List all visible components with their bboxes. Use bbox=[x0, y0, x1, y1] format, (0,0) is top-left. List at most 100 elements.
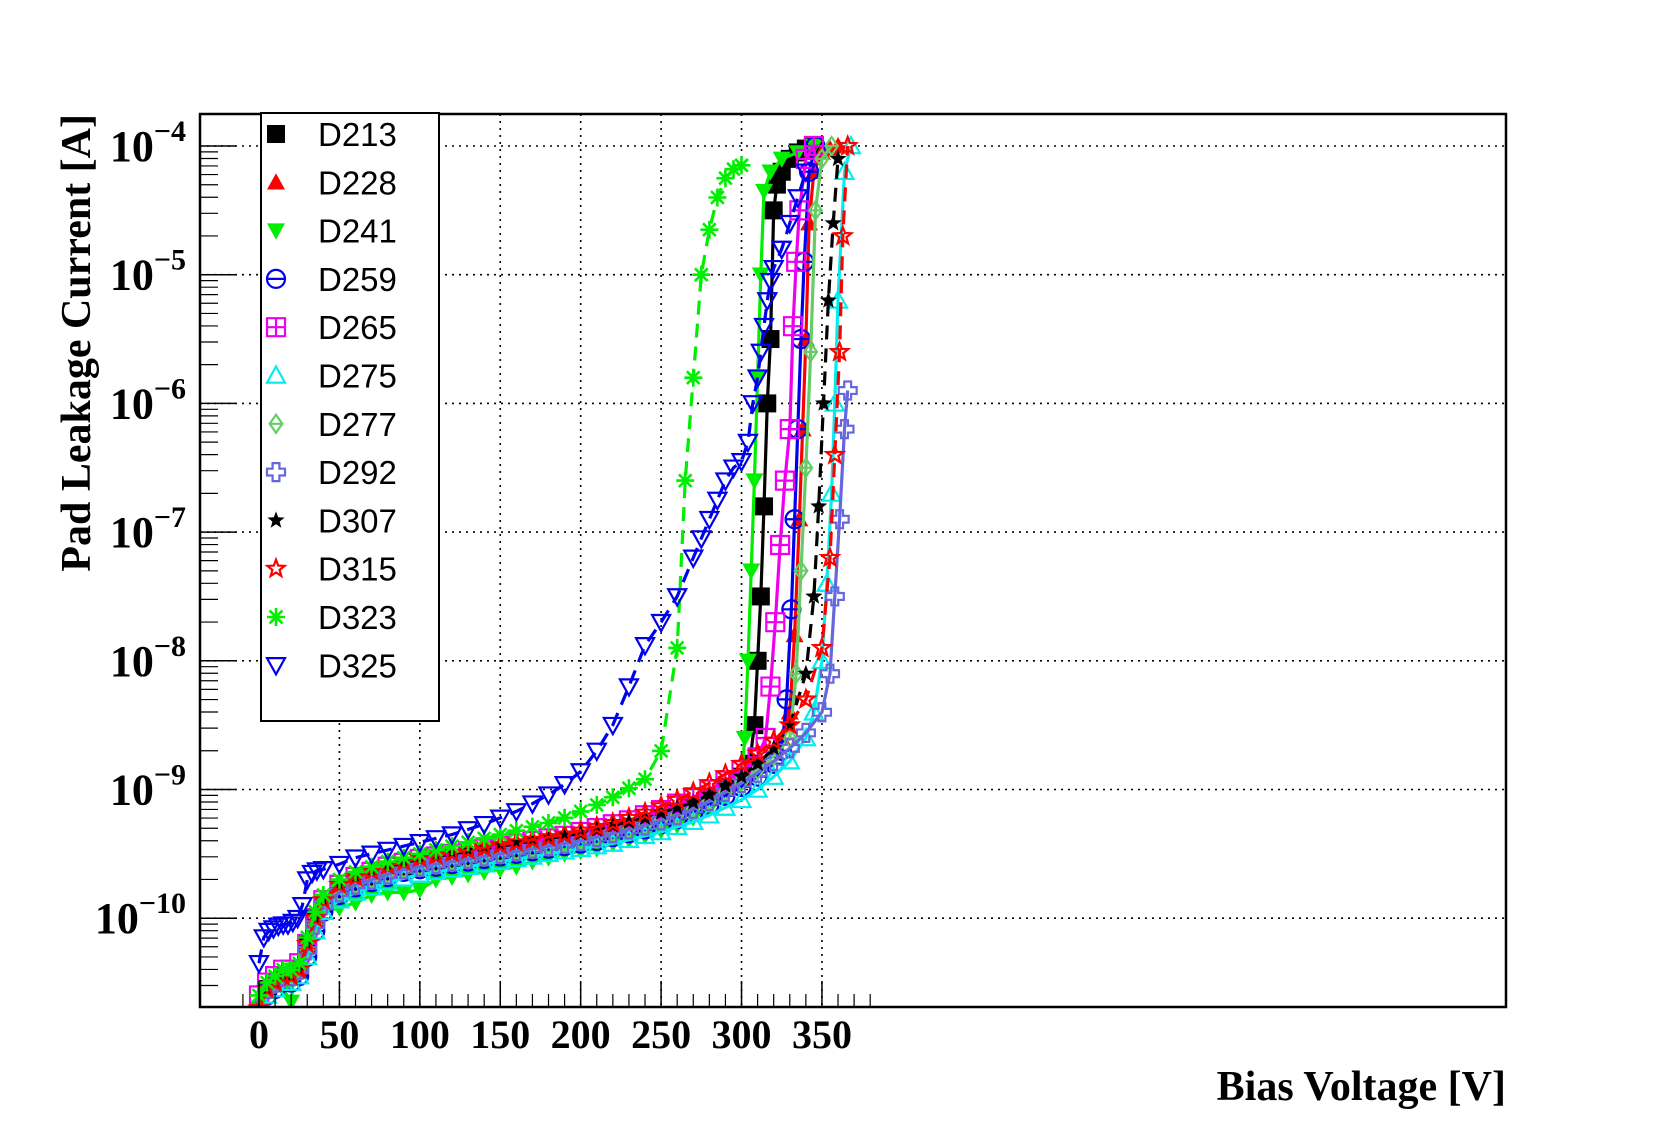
x-tick-label: 50 bbox=[319, 1012, 359, 1057]
data-point-D323 bbox=[491, 825, 510, 844]
data-point-D323 bbox=[603, 788, 622, 807]
data-point-D325 bbox=[682, 549, 705, 570]
data-point-D323 bbox=[523, 817, 542, 836]
data-point-D275 bbox=[746, 778, 769, 798]
data-point-D275 bbox=[820, 482, 843, 502]
data-point-D325 bbox=[344, 849, 367, 869]
data-point-D307 bbox=[700, 785, 718, 802]
x-tick-label: 300 bbox=[712, 1012, 772, 1057]
data-point-D325 bbox=[425, 830, 447, 850]
data-point-D325 bbox=[312, 860, 335, 881]
data-point-D241 bbox=[394, 885, 413, 902]
series-layer bbox=[247, 133, 862, 1007]
data-point-D323 bbox=[692, 265, 711, 284]
data-point-D307 bbox=[572, 824, 590, 841]
data-point-D323 bbox=[314, 886, 333, 904]
legend-label-D323: D323 bbox=[318, 599, 397, 636]
data-point-D241 bbox=[738, 653, 757, 670]
data-point-D275 bbox=[714, 796, 737, 816]
legend-marker-D265 bbox=[265, 317, 287, 338]
data-point-D325 bbox=[722, 459, 745, 480]
data-point-D241 bbox=[491, 862, 510, 879]
legend-marker-D259 bbox=[265, 268, 287, 289]
y-axis-title: Pad Leakage Current [A] bbox=[54, 114, 100, 572]
data-point-D325 bbox=[634, 637, 656, 657]
data-point-D325 bbox=[521, 795, 544, 815]
data-point-D315 bbox=[585, 814, 609, 837]
data-point-D277 bbox=[798, 456, 814, 479]
data-point-D325 bbox=[328, 855, 351, 876]
series-D325 bbox=[248, 163, 817, 975]
data-point-D315 bbox=[665, 787, 689, 810]
data-point-D241 bbox=[745, 473, 764, 490]
data-point-D325 bbox=[741, 395, 764, 415]
data-point-D307 bbox=[556, 826, 574, 844]
x-tick-label: 100 bbox=[390, 1012, 450, 1057]
data-point-D323 bbox=[652, 741, 671, 760]
data-point-D325 bbox=[505, 803, 528, 823]
x-tick-label: 150 bbox=[470, 1012, 530, 1057]
legend-marker-D275 bbox=[265, 364, 287, 384]
data-point-D307 bbox=[733, 767, 751, 784]
data-point-D315 bbox=[762, 728, 786, 751]
data-point-D275 bbox=[833, 160, 856, 181]
x-tick-label: 0 bbox=[249, 1012, 269, 1057]
data-point-D323 bbox=[555, 808, 574, 827]
data-point-D307 bbox=[749, 754, 767, 771]
data-point-D315 bbox=[730, 751, 754, 774]
data-point-D315 bbox=[537, 824, 561, 847]
data-point-D325 bbox=[714, 472, 737, 492]
data-point-D277 bbox=[788, 662, 804, 685]
legend: D213 D228 D241 D259 D265 D275 D277 D292 D307 D315… bbox=[260, 112, 440, 722]
legend-marker-D325 bbox=[265, 656, 287, 677]
legend-label-D307: D307 bbox=[318, 502, 397, 539]
y-tick-label: 10−5 bbox=[110, 244, 186, 300]
data-point-D241 bbox=[735, 730, 754, 748]
data-point-D277 bbox=[793, 559, 809, 582]
x-tick-label: 200 bbox=[551, 1012, 611, 1057]
data-point-D265 bbox=[774, 470, 796, 491]
legend-marker-D323 bbox=[267, 608, 285, 626]
data-point-D325 bbox=[618, 678, 640, 698]
data-point-D241 bbox=[742, 563, 761, 580]
data-point-D241 bbox=[443, 869, 462, 887]
data-point-D325 bbox=[585, 742, 608, 763]
data-point-D325 bbox=[457, 821, 479, 841]
data-point-D277 bbox=[823, 135, 840, 157]
data-point-D307 bbox=[765, 739, 783, 756]
data-point-D325 bbox=[690, 530, 713, 550]
x-tick-label: 250 bbox=[631, 1012, 691, 1057]
data-point-D315 bbox=[247, 996, 271, 1007]
data-point-D307 bbox=[716, 776, 734, 793]
data-point-D325 bbox=[730, 453, 753, 473]
data-point-D213 bbox=[755, 497, 774, 516]
legend-label-D325: D325 bbox=[318, 647, 397, 684]
legend-label-D241: D241 bbox=[318, 213, 397, 250]
data-point-D241 bbox=[459, 867, 478, 884]
data-point-D323 bbox=[668, 638, 687, 657]
data-point-D213 bbox=[758, 394, 777, 413]
data-point-D275 bbox=[682, 810, 705, 830]
legend-box bbox=[260, 112, 440, 722]
data-point-D325 bbox=[753, 317, 775, 338]
legend-label-D259: D259 bbox=[318, 261, 397, 298]
ticks: 0 50 100 150 200 250 300 350 10−10 10−9 10−8 10−7 10… bbox=[95, 115, 871, 1057]
data-point-D307 bbox=[819, 291, 837, 308]
data-point-D325 bbox=[756, 292, 779, 312]
data-point-D323 bbox=[507, 821, 526, 840]
data-point-D275 bbox=[803, 701, 825, 721]
legend-marker-D307 bbox=[267, 511, 285, 528]
data-point-D325 bbox=[286, 909, 309, 930]
data-point-D325 bbox=[262, 920, 285, 940]
data-point-D323 bbox=[619, 779, 638, 798]
data-point-D325 bbox=[473, 815, 496, 836]
data-point-D325 bbox=[537, 786, 560, 806]
data-point-D307 bbox=[805, 587, 823, 604]
data-point-D307 bbox=[781, 716, 799, 733]
data-point-D241 bbox=[507, 859, 526, 876]
data-point-D315 bbox=[828, 339, 852, 362]
data-point-D315 bbox=[488, 832, 512, 855]
data-point-D265 bbox=[786, 251, 807, 272]
data-point-D275 bbox=[666, 815, 689, 836]
data-point-D315 bbox=[504, 830, 528, 853]
